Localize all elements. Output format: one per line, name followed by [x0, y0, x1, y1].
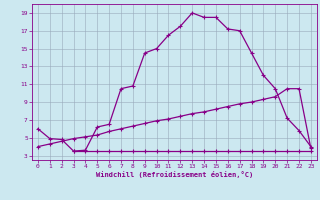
- X-axis label: Windchill (Refroidissement éolien,°C): Windchill (Refroidissement éolien,°C): [96, 171, 253, 178]
